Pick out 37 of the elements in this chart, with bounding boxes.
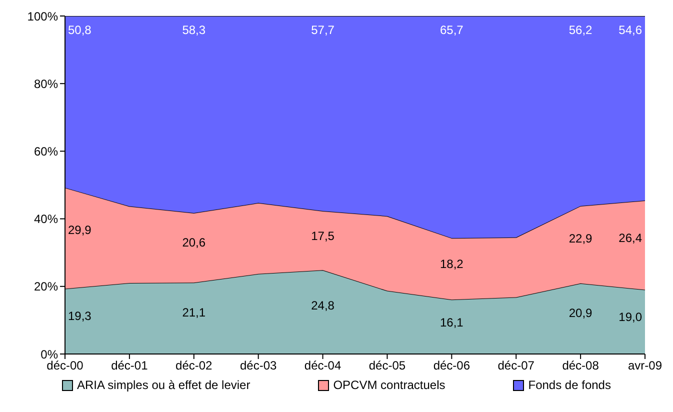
x-tick-label: déc-04 [304, 358, 342, 373]
data-label: 58,3 [182, 23, 206, 37]
x-tick-label: déc-05 [368, 358, 406, 373]
data-label: 20,6 [182, 235, 206, 250]
x-tick-label: déc-08 [562, 358, 600, 373]
legend-label: ARIA simples ou à effet de levier [77, 378, 250, 392]
data-label: 29,9 [68, 223, 92, 238]
y-tick-label: 0% [40, 347, 58, 362]
data-label: 56,2 [568, 23, 593, 37]
y-tick-label: 100% [27, 9, 58, 24]
x-tick-label: déc-02 [176, 358, 213, 373]
y-tick-label: 80% [34, 76, 58, 91]
x-tick-label: déc-07 [498, 358, 535, 373]
data-label: 17,5 [311, 228, 335, 243]
data-label: 21,1 [182, 306, 206, 320]
x-tick-label: déc-03 [240, 358, 277, 373]
y-tick-label: 40% [34, 212, 58, 226]
data-label: 65,7 [440, 23, 464, 37]
y-tick-label: 60% [34, 144, 58, 158]
data-label: 18,2 [440, 256, 464, 271]
data-label: 54,6 [618, 23, 642, 37]
data-label: 19,3 [68, 309, 92, 324]
legend-label: OPCVM contractuels [333, 378, 446, 392]
legend-label: Fonds de fonds [528, 378, 611, 392]
data-label: 26,4 [618, 231, 642, 246]
data-label: 50,8 [68, 23, 92, 37]
data-label: 19,0 [618, 310, 642, 324]
data-label: 57,7 [311, 23, 335, 37]
data-label: 16,1 [440, 315, 464, 330]
x-tick-label: déc-01 [111, 358, 148, 373]
x-tick-label: avr-09 [628, 358, 662, 373]
data-label: 22,9 [568, 231, 593, 246]
y-tick-label: 20% [34, 280, 58, 294]
x-tick-label: déc-00 [46, 358, 84, 373]
x-tick-label: déc-06 [433, 358, 470, 373]
data-label: 24,8 [311, 298, 335, 312]
data-label: 20,9 [568, 306, 593, 320]
